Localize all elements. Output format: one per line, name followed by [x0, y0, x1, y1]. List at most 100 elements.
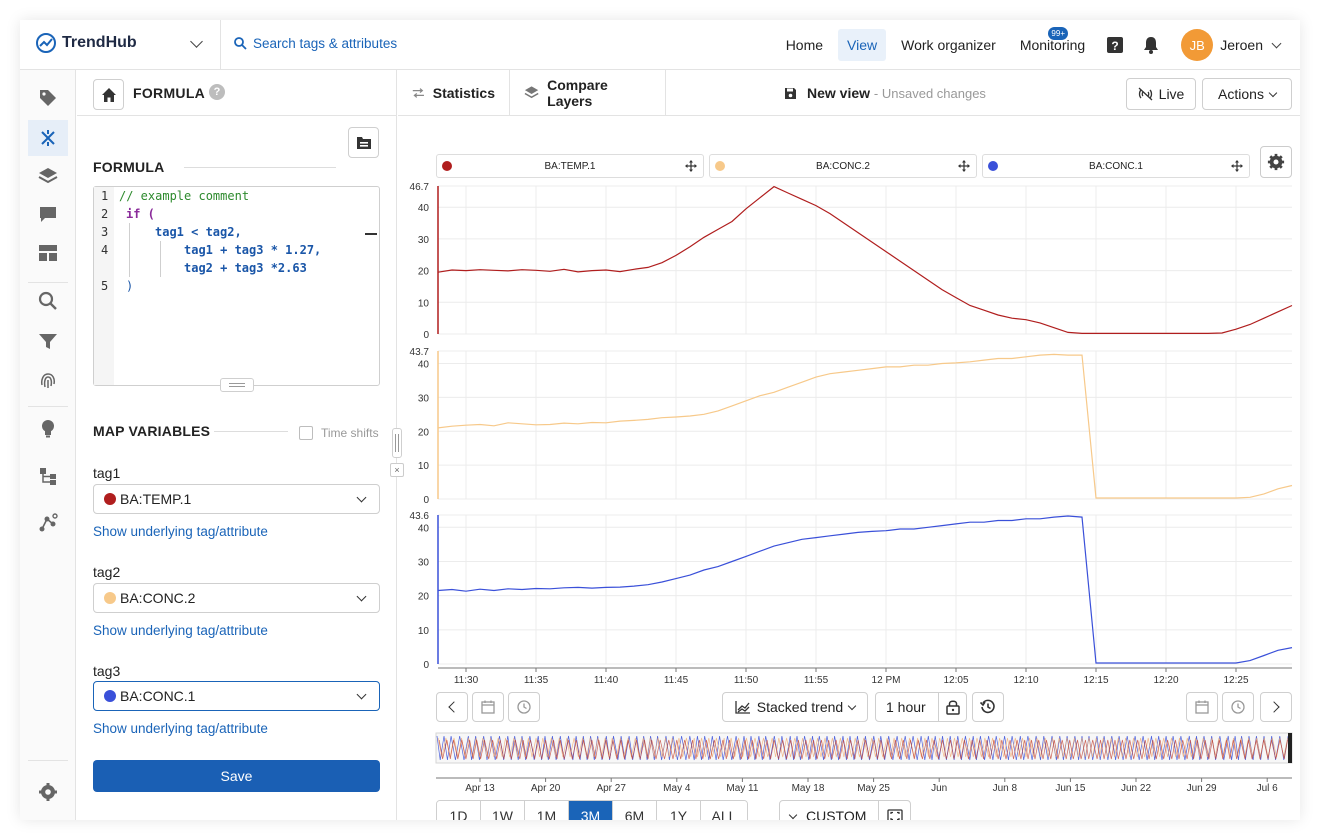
x-tick-label: 11:35 [524, 675, 549, 686]
stacked-trend-chart[interactable]: 01020304046.701020304043.701020304043.61… [398, 70, 1300, 820]
clock-icon [517, 700, 531, 714]
move-icon[interactable] [958, 160, 970, 172]
rail-fingerprint-button[interactable] [28, 362, 68, 398]
range-all-button[interactable]: ALL [701, 801, 747, 820]
show-underlying-link-tag1[interactable]: Show underlying tag/attribute [93, 524, 268, 539]
divider [28, 406, 68, 407]
custom-range-button[interactable]: CUSTOM [779, 800, 911, 820]
actions-button[interactable]: Actions [1202, 78, 1292, 110]
help-icon[interactable]: ? [1097, 27, 1133, 63]
avatar[interactable]: JB [1181, 29, 1214, 61]
next-period-button[interactable] [1260, 692, 1292, 722]
fit-screen-icon[interactable] [887, 809, 903, 820]
legend-item-conc1[interactable]: BA:CONC.1 [982, 154, 1250, 178]
rail-comments-button[interactable] [28, 196, 68, 232]
navigator-tick-label: Jun [931, 783, 947, 794]
editor-resize-handle[interactable] [220, 378, 254, 392]
range-3m-button[interactable]: 3M [569, 801, 613, 820]
tab-statistics[interactable]: Statistics [398, 70, 510, 116]
home-button[interactable] [93, 79, 124, 110]
range-6m-button[interactable]: 6M [613, 801, 657, 820]
tag1-select[interactable]: BA:TEMP.1 [93, 484, 380, 514]
rail-tags-button[interactable] [28, 80, 68, 116]
move-icon[interactable] [685, 160, 697, 172]
legend-item-temp1[interactable]: BA:TEMP.1 [436, 154, 704, 178]
x-tick-label: 12:05 [943, 675, 968, 686]
previous-period-button[interactable] [436, 692, 468, 722]
lock-icon[interactable] [946, 699, 960, 715]
help-icon[interactable]: ? [209, 84, 225, 100]
code-line: if ( [126, 207, 155, 221]
main-area: Statistics Compare Layers New view - Uns… [398, 70, 1300, 820]
layers-icon [38, 168, 58, 184]
chart-settings-button[interactable] [1260, 146, 1292, 178]
rail-layers-button[interactable] [28, 158, 68, 194]
logo[interactable]: TrendHub [36, 33, 137, 53]
nav-view[interactable]: View [838, 29, 887, 61]
y-tick-label: 0 [423, 495, 429, 506]
formula-panel: FORMULA ? FORMULA 1 2 3 4 5 // example c… [77, 70, 397, 820]
nav-work-organizer[interactable]: Work organizer [901, 37, 996, 53]
rail-hierarchy-button[interactable] [28, 458, 68, 494]
y-tick-label: 30 [418, 557, 430, 568]
end-date-button[interactable] [1186, 692, 1218, 722]
collapse-panel-button[interactable]: × [390, 463, 404, 477]
chevron-down-icon[interactable] [190, 35, 203, 48]
formula-editor[interactable]: 1 2 3 4 5 // example comment if ( tag1 <… [93, 186, 380, 386]
tab-compare-layers-label: Compare Layers [547, 77, 608, 109]
formula-file-button[interactable] [348, 127, 379, 158]
tag3-select[interactable]: BA:CONC.1 [93, 681, 380, 711]
y-tick-label: 20 [418, 592, 430, 603]
legend-item-conc2[interactable]: BA:CONC.2 [709, 154, 977, 178]
tab-compare-layers[interactable]: Compare Layers [510, 70, 666, 116]
range-1w-button[interactable]: 1W [481, 801, 525, 820]
range-1m-button[interactable]: 1M [525, 801, 569, 820]
rail-graph-button[interactable] [28, 505, 68, 541]
view-title: New view - Unsaved changes [784, 85, 986, 101]
history-button[interactable] [972, 692, 1004, 722]
rail-filter-button[interactable] [28, 323, 68, 359]
rail-settings-button[interactable] [28, 774, 68, 810]
nav-home[interactable]: Home [785, 37, 824, 53]
show-underlying-link-tag2[interactable]: Show underlying tag/attribute [93, 623, 268, 638]
rail-insights-button[interactable] [28, 410, 68, 446]
chevron-down-icon[interactable] [1271, 38, 1282, 48]
rail-formula-button[interactable] [28, 120, 68, 156]
line-number: 1 [101, 189, 109, 203]
range-1d-button[interactable]: 1D [437, 801, 481, 820]
navigator-tick-label: Jun 22 [1121, 783, 1151, 794]
y-tick-label: 20 [418, 267, 430, 278]
panel-splitter-handle[interactable] [392, 428, 402, 458]
code-line: tag1 + tag3 * 1.27, [184, 243, 322, 257]
divider [214, 431, 288, 432]
move-icon[interactable] [1231, 160, 1243, 172]
divider [28, 760, 68, 761]
user-name[interactable]: Jeroen [1220, 37, 1263, 53]
navigator-tick-label: Jun 8 [993, 783, 1018, 794]
trend-mode-select[interactable]: Stacked trend [722, 692, 868, 722]
navigator-tick-label: Jun 15 [1055, 783, 1085, 794]
time-shifts-checkbox[interactable] [299, 426, 313, 440]
show-underlying-link-tag3[interactable]: Show underlying tag/attribute [93, 721, 268, 736]
navigator-series [436, 735, 1289, 761]
end-time-button[interactable] [1222, 692, 1254, 722]
start-date-button[interactable] [472, 692, 504, 722]
rail-search-button[interactable] [28, 283, 68, 319]
chevron-down-icon [847, 701, 857, 710]
bell-icon[interactable] [1133, 27, 1169, 63]
nav-monitoring[interactable]: Monitoring [1019, 37, 1086, 53]
live-button[interactable]: Live [1126, 78, 1196, 110]
line-number: 4 [101, 243, 109, 257]
tag2-select[interactable]: BA:CONC.2 [93, 583, 380, 613]
panel-title: FORMULA [133, 85, 206, 101]
rail-dashboard-button[interactable] [28, 235, 68, 271]
y-tick-label: 10 [418, 298, 430, 309]
save-disk-icon[interactable] [784, 87, 797, 100]
time-window-control[interactable]: 1 hour [875, 692, 967, 722]
range-selector: 1D 1W 1M 3M 6M 1Y ALL [436, 800, 748, 820]
search-input[interactable]: Search tags & attributes [234, 36, 397, 51]
range-1y-button[interactable]: 1Y [657, 801, 701, 820]
start-time-button[interactable] [508, 692, 540, 722]
variable-label-tag3: tag3 [93, 663, 121, 679]
save-button[interactable]: Save [93, 760, 380, 792]
